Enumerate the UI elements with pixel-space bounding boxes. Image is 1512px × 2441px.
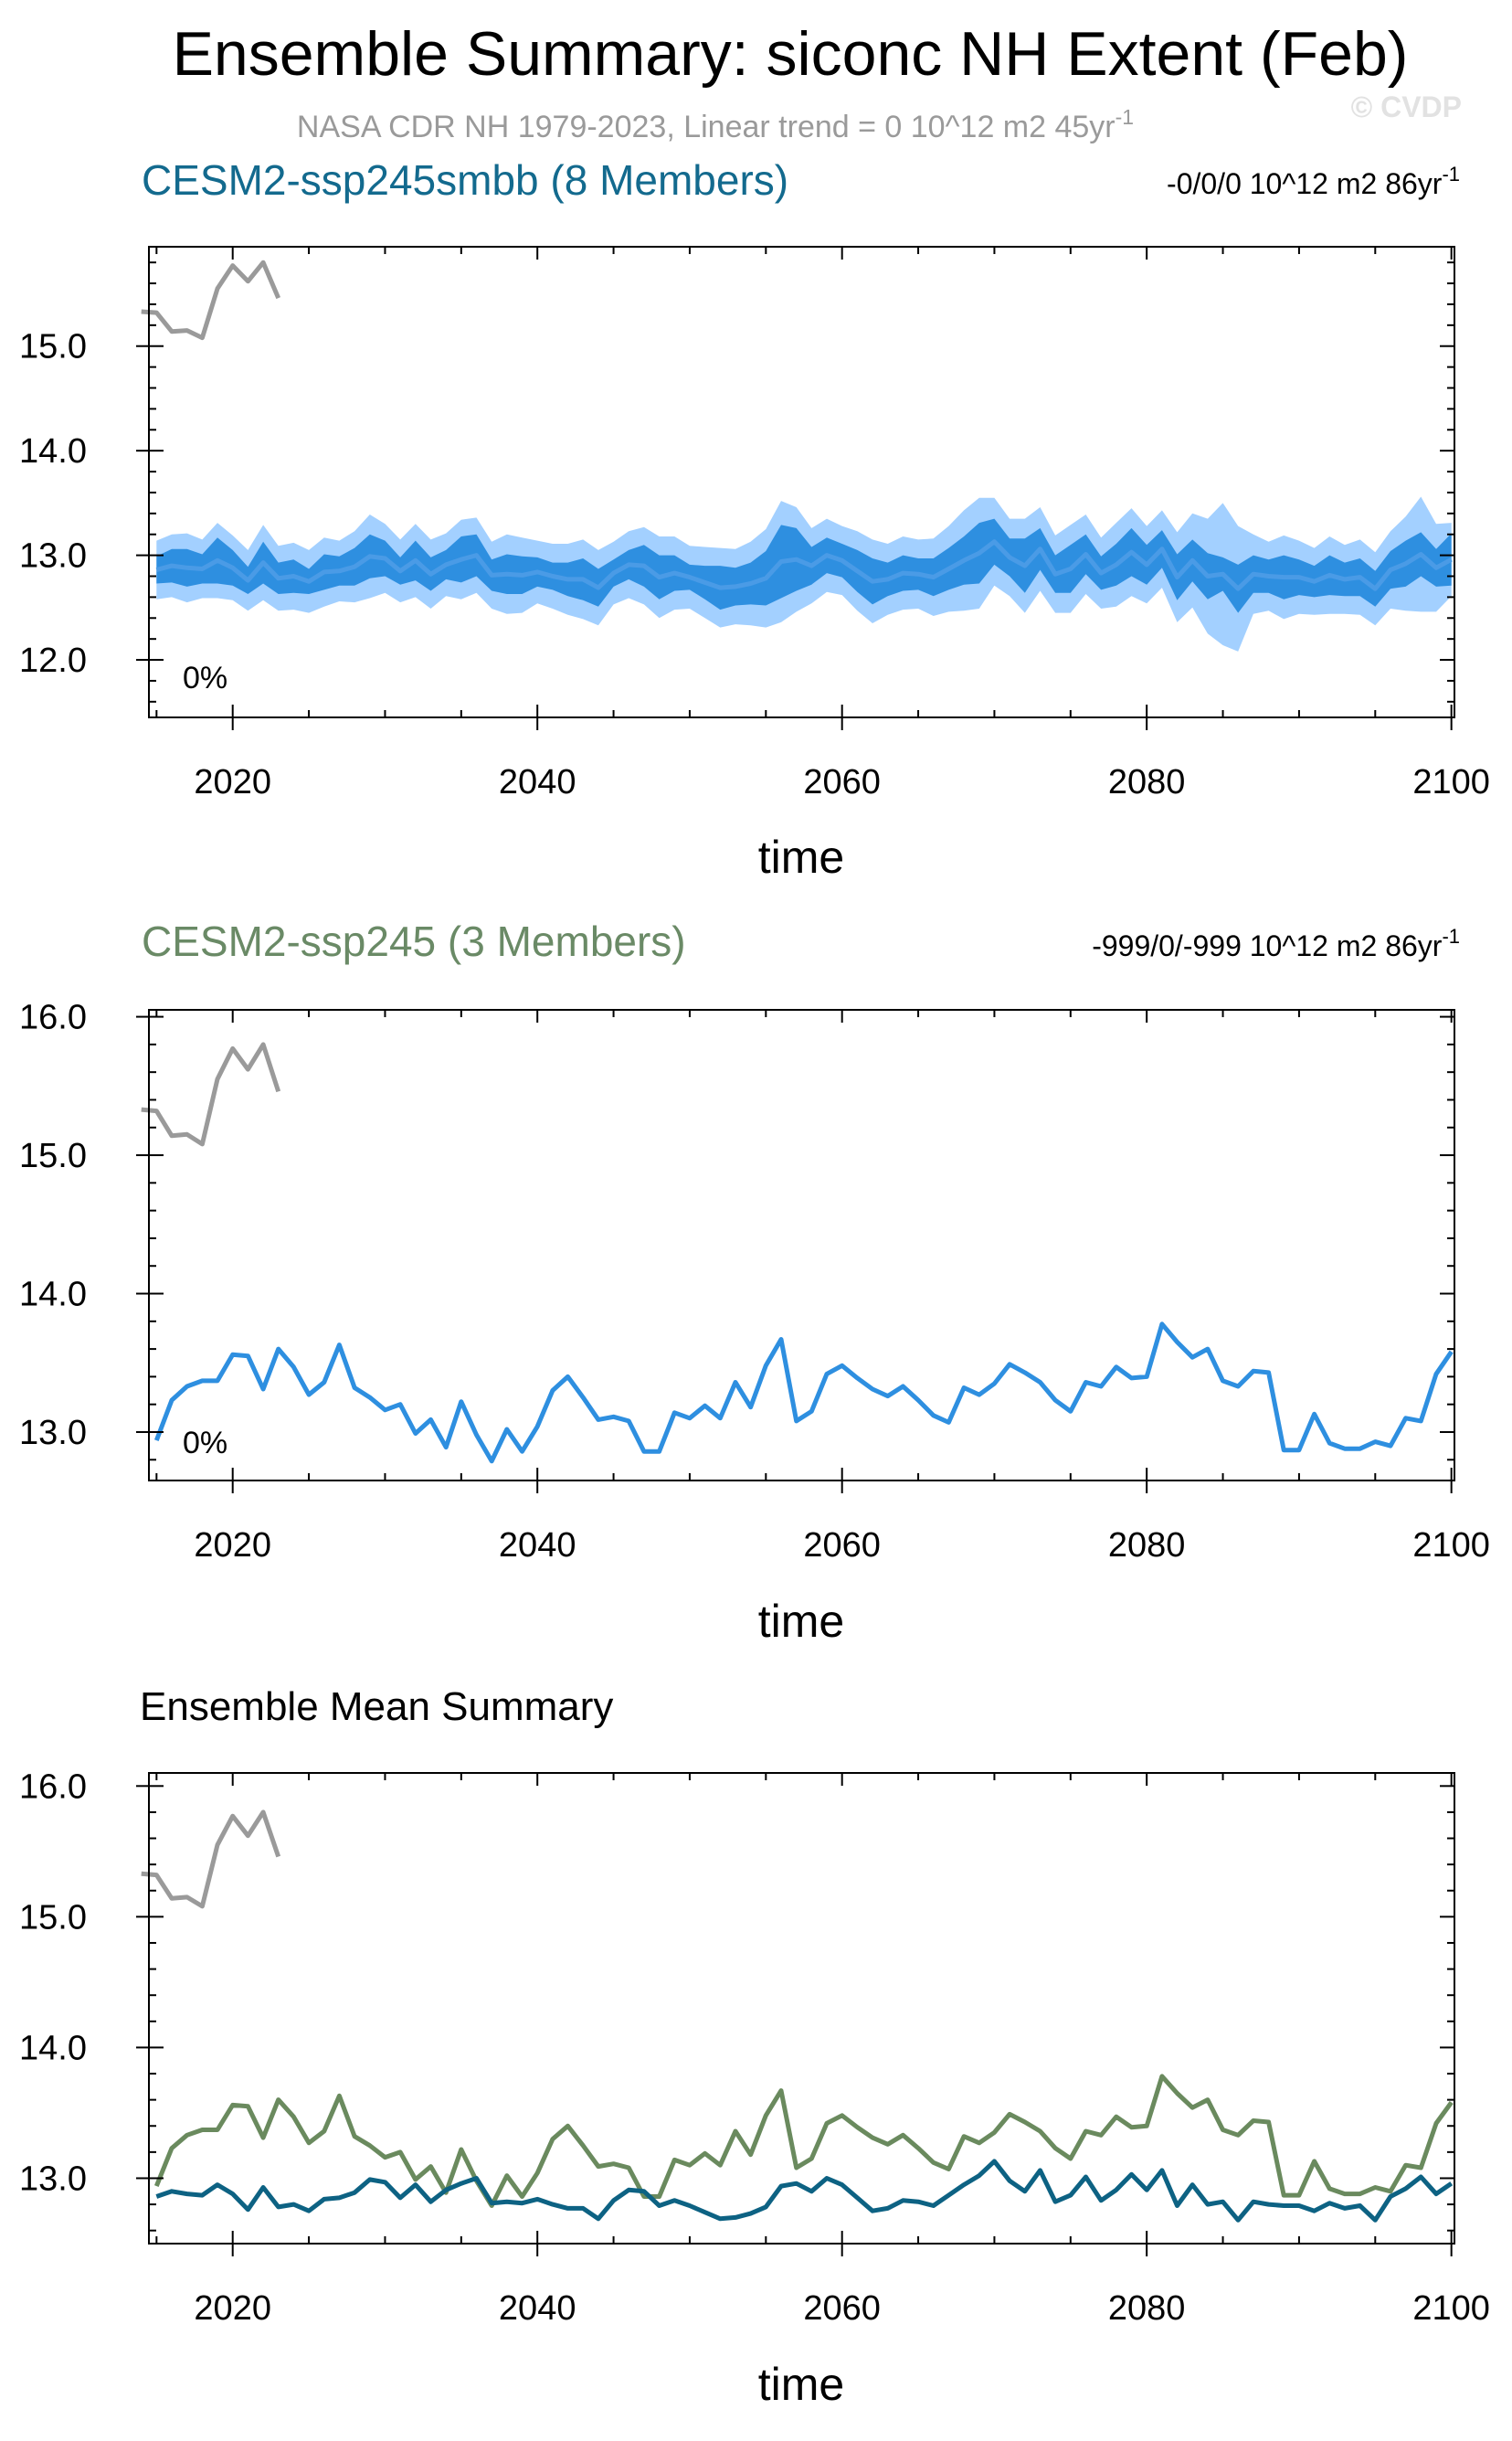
x-tick-label: 2040 bbox=[499, 1526, 576, 1565]
y-tick-label: 16.0 bbox=[19, 1767, 87, 1806]
x-tick-label: 2100 bbox=[1412, 2289, 1490, 2328]
smbb-mean-line bbox=[155, 2159, 1454, 2223]
y-tick-label: 15.0 bbox=[19, 1898, 87, 1937]
panel-ssp245-title: CESM2-ssp245 (3 Members) bbox=[142, 918, 686, 965]
y-tick-label: 14.0 bbox=[19, 2029, 87, 2067]
panel-ssp245-trend: -999/0/-999 10^12 m2 86yr-1 bbox=[1092, 925, 1460, 962]
x-tick-label: 2080 bbox=[1108, 1526, 1186, 1565]
data-lines bbox=[141, 1042, 1454, 1464]
data-lines bbox=[141, 1810, 1454, 2223]
axes: 2020 2040 2060 2080 2100 12.0 13.0 14.0 15.0 bbox=[19, 246, 1490, 801]
x-tick-label: 2020 bbox=[194, 763, 271, 801]
y-tick-label: 12.0 bbox=[19, 642, 87, 680]
figure-subtitle: NASA CDR NH 1979-2023, Linear trend = 0 … bbox=[297, 105, 1134, 144]
x-tick-label: 2020 bbox=[194, 2289, 271, 2328]
y-tick-label: 16.0 bbox=[19, 999, 87, 1037]
x-tick-label: 2100 bbox=[1412, 763, 1490, 801]
panel-smbb-trend-sup: -1 bbox=[1442, 163, 1460, 186]
panel-mean-xlabel: time bbox=[758, 2359, 844, 2410]
x-tick-label: 2060 bbox=[803, 2289, 881, 2328]
observations-line bbox=[141, 260, 280, 341]
figure-subtitle-sup: -1 bbox=[1115, 105, 1134, 129]
panel-smbb: CESM2-ssp245smbb (8 Members) -0/0/0 10^1… bbox=[19, 156, 1490, 883]
axes: 2020 2040 2060 2080 2100 13.0 14.0 15.0 16.0 bbox=[19, 999, 1490, 1565]
observations-line bbox=[141, 1810, 281, 1909]
panel-ssp245-trend-sup: -1 bbox=[1442, 925, 1460, 948]
panel-smbb-xlabel: time bbox=[758, 832, 844, 883]
plot-frame bbox=[148, 1009, 1455, 1481]
y-tick-label: 14.0 bbox=[19, 1276, 87, 1314]
y-tick-label: 15.0 bbox=[19, 1137, 87, 1175]
x-tick-label: 2040 bbox=[499, 2289, 576, 2328]
y-tick-label: 13.0 bbox=[19, 537, 87, 576]
panel-mean-title: Ensemble Mean Summary bbox=[140, 1684, 613, 1729]
x-tick-label: 2060 bbox=[803, 1526, 881, 1565]
y-tick-label: 15.0 bbox=[19, 328, 87, 366]
panel-smbb-percent: 0% bbox=[183, 661, 227, 695]
panel-smbb-trend: -0/0/0 10^12 m2 86yr-1 bbox=[1167, 163, 1460, 200]
ensemble-mean-line bbox=[155, 539, 1453, 591]
panel-ssp245: CESM2-ssp245 (3 Members) -999/0/-999 10^… bbox=[19, 918, 1490, 1647]
axes: 2020 2040 2060 2080 2100 13.0 14.0 15.0 16.0 bbox=[19, 1767, 1490, 2328]
plot-frame bbox=[148, 1772, 1455, 2245]
x-tick-label: 2100 bbox=[1412, 1526, 1490, 1565]
observations-line bbox=[141, 1042, 281, 1147]
panel-ssp245-xlabel: time bbox=[758, 1596, 844, 1647]
panel-smbb-title: CESM2-ssp245smbb (8 Members) bbox=[142, 156, 788, 204]
spread-bands bbox=[156, 496, 1452, 652]
inner-spread-band bbox=[156, 518, 1452, 613]
plot-frame bbox=[148, 246, 1455, 718]
data-lines bbox=[141, 260, 1453, 591]
y-tick-label: 13.0 bbox=[19, 2160, 87, 2198]
x-tick-label: 2080 bbox=[1108, 763, 1186, 801]
x-tick-label: 2060 bbox=[803, 763, 881, 801]
figure-subtitle-text: NASA CDR NH 1979-2023, Linear trend = 0 … bbox=[297, 110, 1115, 144]
panel-ssp245-trend-text: -999/0/-999 10^12 m2 86yr bbox=[1092, 929, 1443, 962]
panel-ensemble-mean: Ensemble Mean Summary 2020 2040 2060 2080 21… bbox=[19, 1684, 1490, 2410]
x-tick-label: 2020 bbox=[194, 1526, 271, 1565]
x-tick-label: 2040 bbox=[499, 763, 576, 801]
y-tick-label: 13.0 bbox=[19, 1414, 87, 1452]
figure-title: Ensemble Summary: siconc NH Extent (Feb) bbox=[173, 19, 1409, 89]
y-tick-label: 14.0 bbox=[19, 432, 87, 471]
panel-smbb-trend-text: -0/0/0 10^12 m2 86yr bbox=[1167, 167, 1443, 200]
panel-ssp245-percent: 0% bbox=[183, 1426, 227, 1460]
watermark: © CVDP bbox=[1351, 90, 1462, 123]
ssp245-mean-line bbox=[153, 2074, 1454, 2208]
x-tick-label: 2080 bbox=[1108, 2289, 1186, 2328]
ensemble-mean-line bbox=[153, 1321, 1454, 1464]
